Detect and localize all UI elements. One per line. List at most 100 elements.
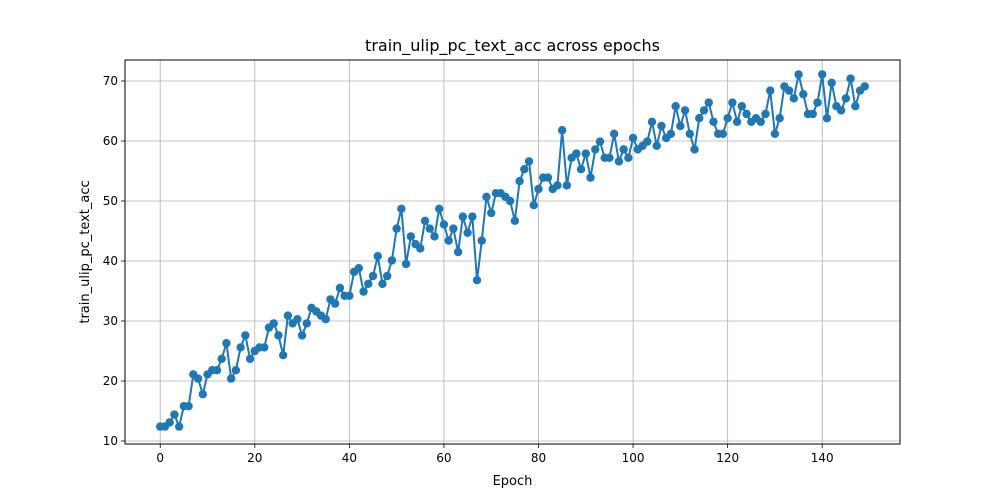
y-axis-label: train_ulip_pc_text_acc [78,180,93,323]
data-point [453,247,463,257]
data-point [482,192,491,201]
data-point [557,126,567,135]
data-point [302,319,312,328]
data-point [671,102,680,111]
data-point [614,157,624,166]
data-point [198,390,207,399]
data-point [756,117,765,127]
data-point [354,264,364,273]
data-point [387,256,397,265]
data-point [770,129,780,138]
x-tick-label: 20 [247,451,262,465]
data-point [477,236,486,245]
data-point [836,106,846,115]
data-point [378,279,387,288]
data-point [647,117,657,127]
x-tick-label: 40 [342,451,357,465]
data-point [382,271,392,281]
data-point [572,149,581,158]
data-point [576,165,586,174]
data-point [193,374,203,383]
x-tick-label: 100 [622,451,645,465]
x-tick-label: 120 [716,451,739,465]
data-point [444,236,453,245]
data-point [416,244,425,253]
plot-frame [124,59,901,445]
data-point [293,315,302,324]
data-point [761,109,770,119]
data-point [704,98,713,107]
data-point [846,74,855,83]
data-point [619,145,628,154]
data-point [359,287,368,296]
y-tick-label: 50 [103,194,118,208]
data-point [784,86,794,95]
data-point [742,109,751,119]
y-tick-label: 20 [103,374,118,388]
y-tick-label: 60 [103,134,118,148]
data-point [520,165,529,174]
data-point [794,70,803,79]
data-point [609,129,619,138]
data-point [595,137,605,146]
data-point [241,331,250,340]
data-point [330,299,340,308]
data-point [818,70,827,79]
data-point [766,86,775,95]
data-point [217,354,226,363]
x-tick-label: 0 [156,451,164,465]
data-point [737,102,747,111]
data-point [676,121,685,131]
data-point [680,106,690,115]
data-point [274,331,283,340]
data-point [222,339,231,348]
data-point [406,232,416,241]
data-point [397,204,406,213]
data-point [529,201,538,210]
data-point [174,422,184,431]
data-point [425,224,434,233]
data-point [236,343,245,352]
data-point [851,102,860,111]
data-point [860,82,869,91]
data-point [283,311,293,320]
data-point [718,129,728,138]
data-point [534,184,543,194]
data-point [297,331,307,340]
data-point [373,252,382,261]
data-point [813,98,822,107]
data-point [643,137,652,146]
x-tick-label: 140 [811,451,834,465]
data-point [392,224,401,233]
data-point [420,216,430,225]
data-point [652,141,661,150]
ticks: 0 20 40 60 80 100 120 140 10 20 30 40 50 60 70 [103,74,834,465]
data-point [170,410,179,419]
data-point [562,181,572,190]
data-point [709,117,718,127]
data-point [435,204,444,213]
data-point [269,319,278,328]
grid [125,60,900,444]
data-point [505,196,515,206]
data-point [543,173,553,182]
data-point [628,133,638,143]
data-point [468,212,477,221]
data-point [430,232,439,241]
data-point [685,129,695,138]
data-point [260,343,269,352]
data-point [184,402,193,411]
data-point [458,212,468,221]
data-point [212,366,222,375]
data-point [827,78,836,88]
data-point [524,157,534,166]
data-point [321,315,330,324]
data-point [231,366,241,375]
data-point [449,224,458,233]
data-point [510,216,520,225]
data-point [666,129,676,138]
series-layer [156,70,869,431]
data-point [401,259,411,269]
data-point [841,94,851,103]
data-point [605,153,614,162]
